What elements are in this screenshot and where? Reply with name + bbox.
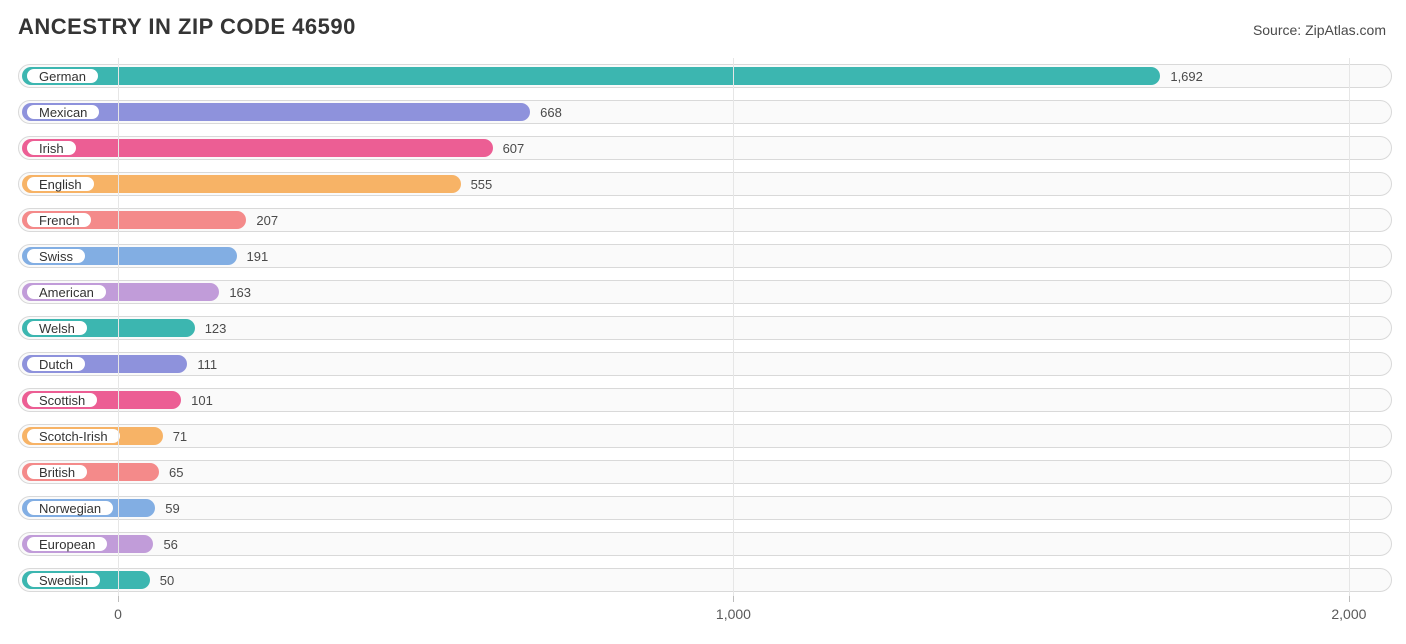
plot-area: German 1,692 Mexican 668 Irish 607 English 555 F…	[18, 58, 1392, 598]
category-pill: Dutch	[25, 355, 87, 373]
bar-track: British 65	[18, 460, 1392, 484]
value-label: 56	[163, 533, 177, 555]
category-pill: European	[25, 535, 109, 553]
bar-track: European 56	[18, 532, 1392, 556]
bar-row: Swiss 191	[18, 238, 1392, 274]
bar-track: Swiss 191	[18, 244, 1392, 268]
bar-row: Irish 607	[18, 130, 1392, 166]
bar-row: Welsh 123	[18, 310, 1392, 346]
bar-track: Irish 607	[18, 136, 1392, 160]
bar-tracks: German 1,692 Mexican 668 Irish 607 English 555 F…	[18, 58, 1392, 598]
bar-row: European 56	[18, 526, 1392, 562]
value-label: 163	[229, 281, 251, 303]
chart-title: ANCESTRY IN ZIP CODE 46590	[18, 14, 356, 40]
category-pill: Welsh	[25, 319, 89, 337]
bar-row: American 163	[18, 274, 1392, 310]
bar-fill	[22, 67, 1160, 85]
category-pill: Scottish	[25, 391, 99, 409]
bar-track: Scotch-Irish 71	[18, 424, 1392, 448]
category-label: Scotch-Irish	[39, 429, 108, 444]
bar-row: French 207	[18, 202, 1392, 238]
category-pill: American	[25, 283, 108, 301]
bar-track: Welsh 123	[18, 316, 1392, 340]
value-label: 668	[540, 101, 562, 123]
category-label: Swedish	[39, 573, 88, 588]
bar-track: Swedish 50	[18, 568, 1392, 592]
category-label: Scottish	[39, 393, 85, 408]
value-label: 50	[160, 569, 174, 591]
bar-track: English 555	[18, 172, 1392, 196]
category-label: European	[39, 537, 95, 552]
category-pill: Norwegian	[25, 499, 115, 517]
category-pill: British	[25, 463, 89, 481]
category-pill: French	[25, 211, 93, 229]
category-label: British	[39, 465, 75, 480]
bar-row: Scotch-Irish 71	[18, 418, 1392, 454]
x-tick-label: 2,000	[1331, 606, 1366, 622]
value-label: 59	[165, 497, 179, 519]
tick-mark	[1349, 596, 1350, 602]
value-label: 123	[205, 317, 227, 339]
value-label: 555	[471, 173, 493, 195]
category-pill: English	[25, 175, 96, 193]
bar-row: Norwegian 59	[18, 490, 1392, 526]
value-label: 607	[503, 137, 525, 159]
x-axis: 0 1,000 2,000	[18, 602, 1392, 632]
category-pill: Swiss	[25, 247, 87, 265]
bar-row: Swedish 50	[18, 562, 1392, 598]
bar-track: Dutch 111	[18, 352, 1392, 376]
category-pill: Scotch-Irish	[25, 427, 122, 445]
bar-row: English 555	[18, 166, 1392, 202]
bar-track: German 1,692	[18, 64, 1392, 88]
gridline	[1349, 58, 1350, 598]
bar-row: German 1,692	[18, 58, 1392, 94]
category-label: Irish	[39, 141, 64, 156]
bar-track: Norwegian 59	[18, 496, 1392, 520]
value-label: 1,692	[1170, 65, 1203, 87]
category-label: Swiss	[39, 249, 73, 264]
value-label: 111	[197, 353, 217, 375]
tick-mark	[733, 596, 734, 602]
category-label: German	[39, 69, 86, 84]
value-label: 65	[169, 461, 183, 483]
chart-container: ANCESTRY IN ZIP CODE 46590 Source: ZipAt…	[0, 0, 1406, 644]
bar-track: American 163	[18, 280, 1392, 304]
category-label: Norwegian	[39, 501, 101, 516]
x-tick-label: 0	[114, 606, 122, 622]
value-label: 191	[247, 245, 269, 267]
category-pill: Irish	[25, 139, 78, 157]
bar-row: Dutch 111	[18, 346, 1392, 382]
category-label: French	[39, 213, 79, 228]
source-attribution: Source: ZipAtlas.com	[1253, 22, 1386, 38]
tick-mark	[118, 596, 119, 602]
category-label: Dutch	[39, 357, 73, 372]
bar-fill	[22, 139, 493, 157]
value-label: 207	[256, 209, 278, 231]
bar-track: French 207	[18, 208, 1392, 232]
gridline	[118, 58, 119, 598]
bar-row: Mexican 668	[18, 94, 1392, 130]
value-label: 101	[191, 389, 213, 411]
bar-row: Scottish 101	[18, 382, 1392, 418]
gridline	[733, 58, 734, 598]
category-label: Mexican	[39, 105, 87, 120]
category-pill: Mexican	[25, 103, 101, 121]
bar-track: Mexican 668	[18, 100, 1392, 124]
category-label: English	[39, 177, 82, 192]
bar-track: Scottish 101	[18, 388, 1392, 412]
category-pill: German	[25, 67, 100, 85]
category-pill: Swedish	[25, 571, 102, 589]
value-label: 71	[173, 425, 187, 447]
x-tick-label: 1,000	[716, 606, 751, 622]
category-label: Welsh	[39, 321, 75, 336]
category-label: American	[39, 285, 94, 300]
bar-row: British 65	[18, 454, 1392, 490]
